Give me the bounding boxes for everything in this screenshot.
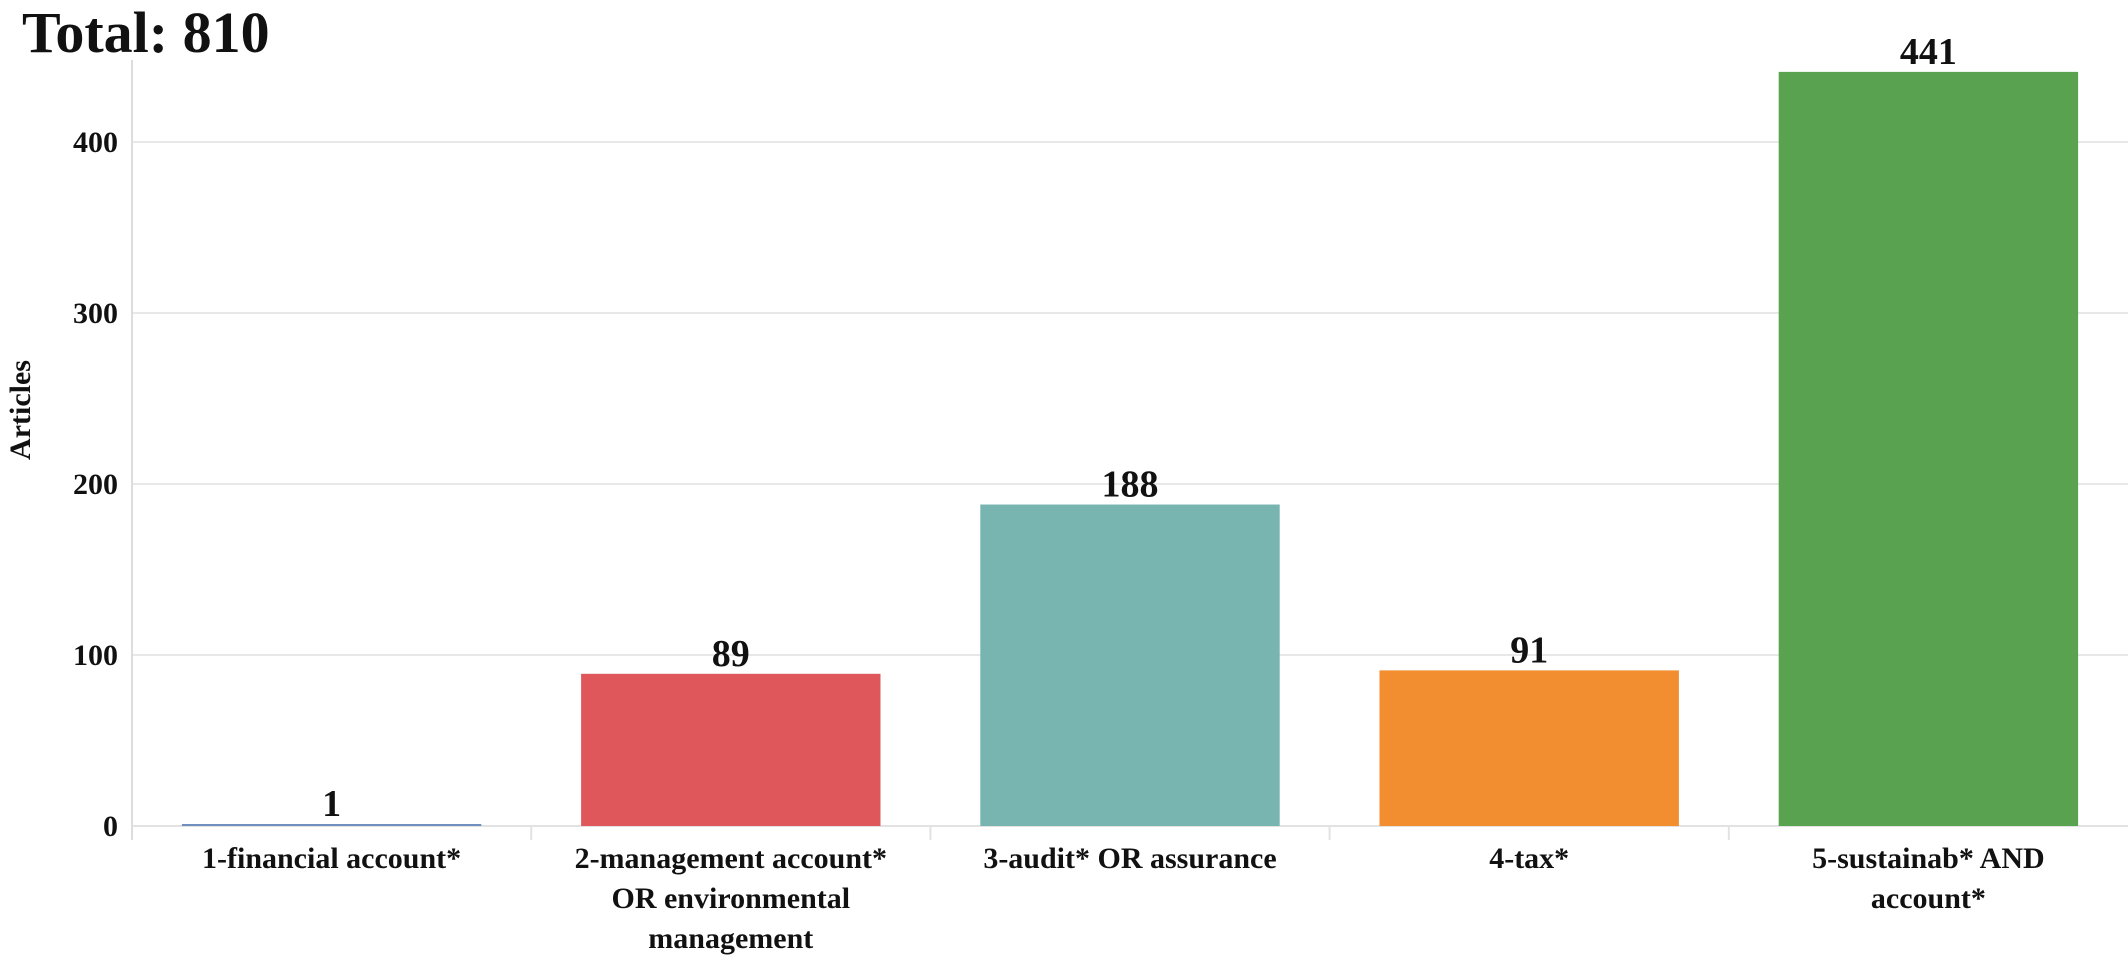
data-label: 441	[1900, 31, 1957, 73]
y-tick-label: 300	[73, 297, 118, 330]
bar	[980, 504, 1280, 826]
x-tick-label: 3-audit* OR assurance	[983, 842, 1276, 875]
total-title: Total: 810	[22, 0, 270, 65]
data-label: 89	[712, 633, 750, 675]
y-tick-label: 400	[73, 126, 118, 159]
x-tick-label: 4-tax*	[1489, 842, 1569, 875]
x-tick-label: 1-financial account*	[202, 842, 461, 875]
data-label: 188	[1102, 464, 1159, 506]
x-tick-label: 5-sustainab* AND account*	[1812, 842, 2045, 915]
bar	[181, 824, 482, 826]
y-tick-label: 0	[103, 810, 118, 843]
bar	[581, 673, 881, 826]
y-axis-label: Articles	[4, 360, 37, 460]
bar	[1778, 71, 2079, 826]
y-tick-label: 100	[73, 639, 118, 672]
y-tick-label: 200	[73, 468, 118, 501]
data-label: 1	[322, 783, 341, 825]
bar	[1379, 670, 1679, 826]
x-tick-label: 2-management account* OR environmental man…	[575, 842, 887, 955]
data-label: 91	[1510, 629, 1548, 671]
